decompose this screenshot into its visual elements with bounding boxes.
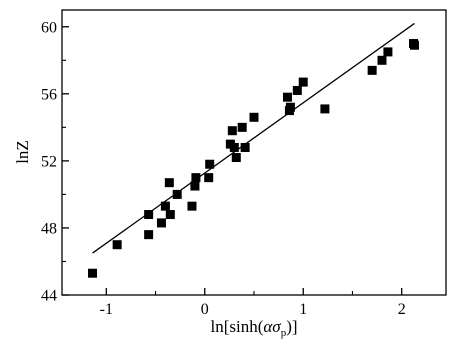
data-point-25 — [298, 77, 308, 87]
data-point-11 — [191, 173, 201, 183]
data-point-3 — [144, 210, 154, 220]
x-tick-label-3: 2 — [398, 301, 406, 318]
x-axis-label-suffix: )] — [286, 317, 297, 336]
x-axis-label-sigma: σ — [272, 317, 281, 336]
data-point-28 — [377, 55, 387, 65]
x-tick-label-1: 0 — [201, 301, 209, 318]
y-axis-label: lnZ — [13, 140, 32, 164]
x-tick-label-0: -1 — [100, 301, 113, 318]
y-tick-label-3: 56 — [41, 86, 57, 103]
y-axis-ticks: 44 48 52 56 60 — [41, 19, 69, 305]
data-point-21 — [282, 92, 292, 102]
data-point-9 — [187, 201, 197, 211]
data-point-2 — [144, 230, 154, 240]
data-point-17 — [231, 153, 241, 163]
y-tick-label-1: 48 — [41, 220, 57, 237]
data-point-29 — [383, 47, 393, 57]
x-axis-label: ln[sinh(ασp)] — [210, 317, 297, 339]
data-point-7 — [165, 210, 175, 220]
data-point-6 — [164, 178, 174, 188]
y-tick-label-2: 52 — [41, 153, 57, 170]
fit-line — [92, 22, 415, 254]
data-point-1 — [112, 240, 122, 250]
data-point-23 — [285, 102, 295, 112]
data-point-10 — [190, 181, 200, 191]
x-axis-label-subscript: p — [281, 327, 287, 339]
data-point-19 — [240, 142, 250, 152]
data-point-15 — [227, 126, 237, 136]
x-axis-label-prefix: ln[sinh( — [210, 317, 263, 336]
data-point-26 — [320, 104, 330, 114]
data-point-31 — [409, 40, 419, 50]
y-tick-label-4: 60 — [41, 19, 57, 36]
x-tick-label-2: 1 — [299, 301, 307, 318]
data-point-4 — [156, 218, 166, 228]
data-point-18 — [237, 122, 247, 132]
data-point-24 — [292, 85, 302, 95]
data-point-0 — [88, 268, 98, 278]
data-point-20 — [249, 112, 259, 122]
data-point-27 — [367, 65, 377, 75]
data-point-12 — [204, 173, 214, 183]
x-axis-ticks: -1 0 1 2 — [100, 288, 406, 318]
data-point-16 — [229, 142, 239, 152]
x-axis-label-alpha: α — [263, 317, 273, 336]
y-tick-label-0: 44 — [41, 288, 57, 305]
data-point-13 — [205, 159, 215, 169]
data-points — [88, 39, 419, 278]
data-point-8 — [172, 189, 182, 199]
data-point-5 — [160, 201, 170, 211]
